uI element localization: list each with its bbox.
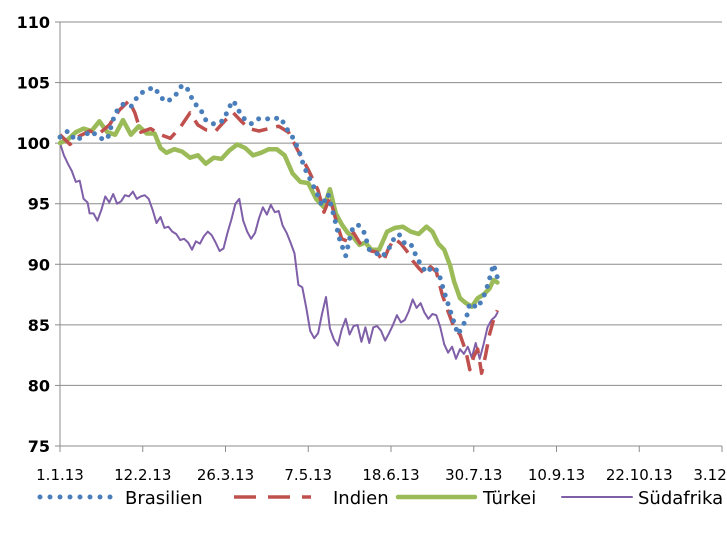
y-tick-labels: 75 80 85 90 95 100 105 110 — [17, 13, 50, 456]
y-tick-label: 80 — [28, 376, 50, 395]
x-tick-label: 10.9.13 — [528, 466, 585, 484]
x-tick-label: 12.2.13 — [114, 466, 171, 484]
legend-label: Türkei — [482, 488, 536, 509]
x-tick-label: 26.3.13 — [197, 466, 254, 484]
series-lines — [57, 82, 500, 376]
y-tick-label: 95 — [28, 195, 50, 214]
x-tick-label: 7.5.13 — [284, 466, 332, 484]
legend-item-indien: Indien — [234, 488, 389, 509]
y-tick-label: 90 — [28, 255, 50, 274]
legend-item-türkei: Türkei — [395, 488, 536, 509]
series-line-indien — [58, 98, 500, 376]
x-tick-label: 30.7.13 — [445, 466, 502, 484]
series-line-türkei — [57, 117, 500, 309]
y-tick-label: 105 — [17, 74, 50, 93]
x-tick-label: 1.1.13 — [36, 466, 84, 484]
legend-label: Südafrika — [638, 488, 723, 509]
x-tick-label: 22.10.13 — [606, 466, 673, 484]
x-tick-label: 18.6.13 — [362, 466, 419, 484]
legend: Brasilien Indien Türkei Südafrika — [37, 488, 723, 509]
series-line-südafrika — [59, 142, 499, 360]
legend-item-brasilien: Brasilien — [37, 488, 203, 509]
grid-lines — [60, 21, 722, 386]
y-tick-label: 85 — [28, 316, 50, 335]
y-tick-label: 110 — [17, 13, 50, 32]
y-tick-label: 75 — [28, 437, 50, 456]
legend-item-südafrika: Südafrika — [561, 488, 723, 509]
legend-label: Brasilien — [125, 488, 203, 509]
legend-label: Indien — [333, 488, 389, 509]
axes — [55, 21, 723, 452]
x-tick-label: 3.12.13 — [693, 466, 727, 484]
y-tick-label: 100 — [17, 134, 50, 153]
x-tick-labels: 1.1.13 12.2.13 26.3.13 7.5.13 18.6.13 30.7.13… — [36, 466, 727, 484]
